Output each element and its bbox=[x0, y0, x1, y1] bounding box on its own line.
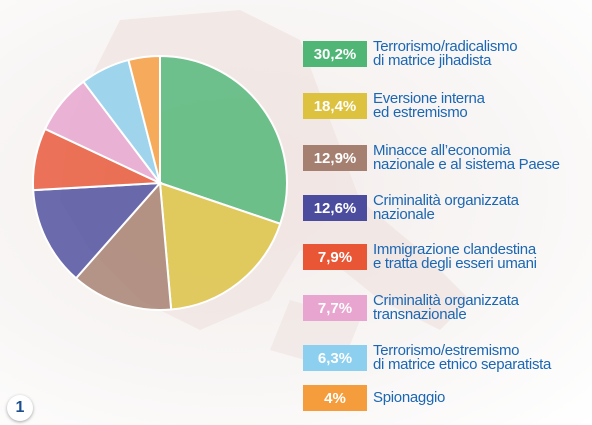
legend-label: Minacce all’economia nazionale e al sist… bbox=[373, 142, 560, 173]
legend-item: 12,9% Minacce all’economia nazionale e al… bbox=[303, 142, 588, 173]
pie-slice bbox=[32, 181, 163, 280]
value-label: 7,7% bbox=[303, 295, 367, 321]
value-label: 6,3% bbox=[303, 345, 367, 371]
value-label: 30,2% bbox=[303, 41, 367, 67]
pie-slice bbox=[127, 54, 161, 184]
pie-slice bbox=[159, 54, 288, 226]
legend-label: Criminalità organizzata nazionale bbox=[373, 192, 519, 223]
legend-item: 6,3% Terrorismo/estremismo di matrice etn… bbox=[303, 342, 588, 373]
legend-label: Immigrazione clandestina e tratta degli … bbox=[373, 241, 537, 272]
legend-label: Terrorismo/radicalismo di matrice jihadi… bbox=[373, 38, 518, 69]
legend-item: 12,6% Criminalità organizzata nazionale bbox=[303, 192, 588, 223]
legend-label: Eversione interna ed estremismo bbox=[373, 90, 485, 121]
pie-slice bbox=[74, 180, 173, 311]
legend-item: 7,9% Immigrazione clandestina e tratta de… bbox=[303, 241, 588, 272]
value-label: 12,6% bbox=[303, 195, 367, 221]
figure-number: 1 bbox=[7, 395, 33, 421]
value-label: 18,4% bbox=[303, 93, 367, 119]
value-label: 7,9% bbox=[303, 244, 367, 270]
pie bbox=[32, 54, 288, 311]
legend-item: 4% Spionaggio bbox=[303, 385, 588, 411]
legend-item: 7,7% Criminalità organizzata transnaziona… bbox=[303, 292, 588, 323]
value-label: 4% bbox=[303, 385, 367, 411]
value-label: 12,9% bbox=[303, 145, 367, 171]
legend-label: Spionaggio bbox=[373, 389, 446, 406]
pie-slice bbox=[158, 181, 282, 311]
legend-item: 18,4% Eversione interna ed estremismo bbox=[303, 90, 588, 121]
legend-label: Criminalità organizzata transnazionale bbox=[373, 292, 519, 323]
legend-item: 30,2% Terrorismo/radicalismo di matrice j… bbox=[303, 38, 588, 69]
legend-label: Terrorismo/estremismo di matrice etnico … bbox=[373, 342, 552, 373]
